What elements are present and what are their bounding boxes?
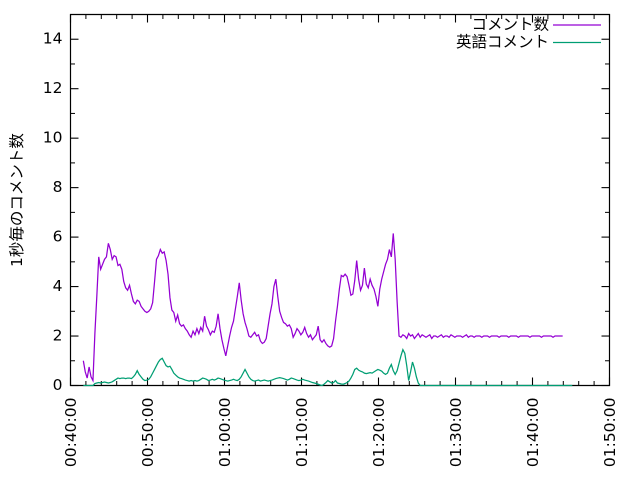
y-tick-label: 14 — [43, 30, 63, 48]
y-tick-label: 2 — [53, 327, 63, 345]
legend-label-1: コメント数 — [471, 16, 549, 34]
series-line-2 — [83, 348, 573, 387]
y-tick-label: 4 — [53, 277, 63, 295]
series-line-1 — [82, 233, 563, 383]
x-tick-label: 01:20:00 — [370, 398, 388, 468]
series-lines — [82, 233, 573, 387]
x-tick-label: 01:40:00 — [524, 398, 542, 468]
y-axis-ticks: 0 2 4 6 8 10 12 14 — [43, 30, 610, 394]
x-tick-label: 01:10:00 — [293, 398, 311, 468]
y-tick-label: 0 — [53, 376, 63, 394]
x-tick-label: 01:50:00 — [601, 398, 619, 468]
x-tick-label: 00:40:00 — [62, 398, 80, 468]
y-tick-label: 6 — [53, 228, 63, 246]
x-tick-label: 00:50:00 — [139, 398, 157, 468]
y-tick-label: 10 — [43, 129, 63, 147]
y-axis-title: 1秒毎のコメント数 — [8, 133, 26, 267]
x-tick-label: 01:30:00 — [447, 398, 465, 468]
plot-frame — [69, 13, 611, 387]
legend-label-2: 英語コメント — [456, 33, 549, 51]
y-tick-label: 8 — [53, 178, 63, 196]
x-tick-label: 01:00:00 — [216, 398, 234, 468]
y-tick-label: 12 — [43, 79, 63, 97]
